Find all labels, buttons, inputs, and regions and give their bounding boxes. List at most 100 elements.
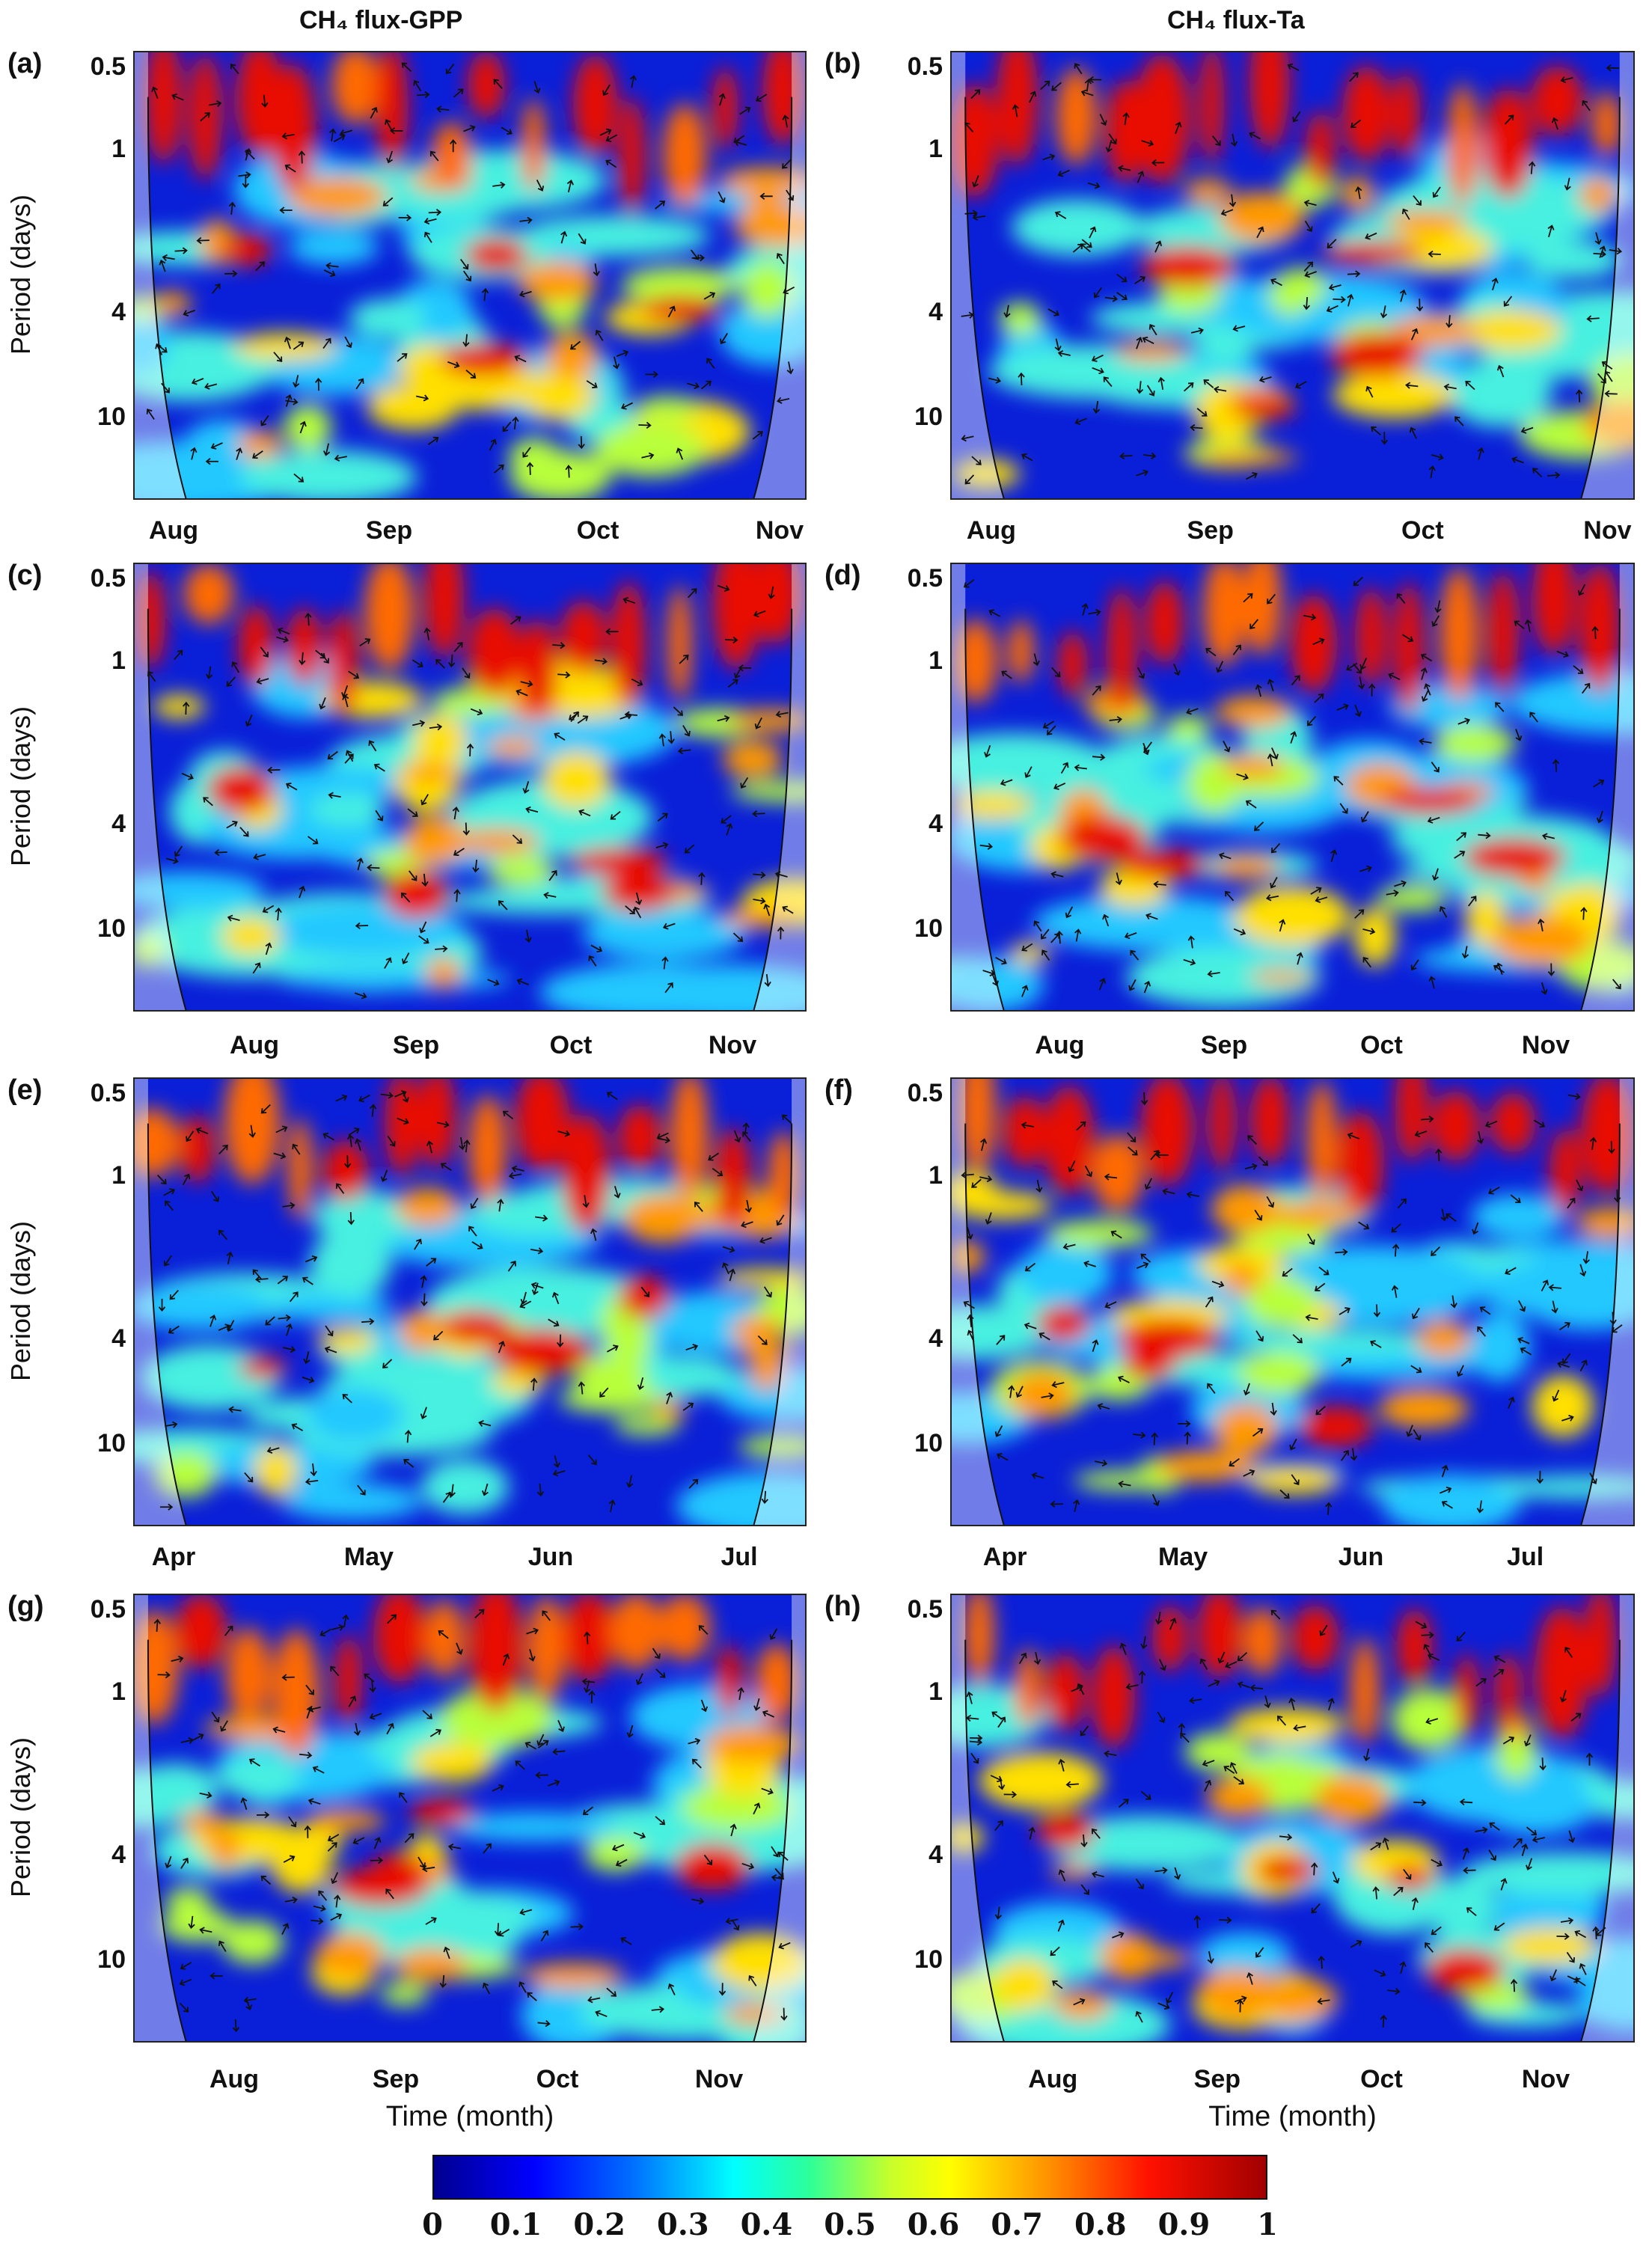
phase-arrow: [279, 206, 293, 214]
phase-arrow: [1353, 576, 1363, 587]
phase-arrow: [1539, 1757, 1547, 1771]
phase-arrow: [1387, 1987, 1401, 1995]
x-tick-label: Sep: [392, 1031, 440, 1059]
phase-arrow: [1454, 416, 1464, 426]
phase-arrow: [1495, 702, 1505, 712]
phase-arrow: [994, 1820, 1003, 1832]
phase-arrow: [1219, 1916, 1232, 1924]
phase-arrow: [1154, 1867, 1168, 1874]
y-tick-label: 0.5: [90, 52, 126, 81]
phase-arrow: [763, 903, 771, 917]
phase-arrow: [156, 343, 168, 353]
phase-arrow: [748, 1974, 757, 1986]
coherence-blob: [1390, 227, 1493, 272]
phase-arrow: [995, 956, 1007, 965]
coherence-blob: [1475, 1260, 1633, 1318]
coherence-blob: [287, 608, 322, 686]
phase-arrow: [1591, 625, 1599, 640]
coherence-blob: [1212, 854, 1280, 879]
phase-arrow: [1076, 1121, 1086, 1131]
phase-arrow: [456, 1642, 463, 1655]
phase-arrow: [536, 1483, 545, 1497]
phase-arrow: [157, 1671, 171, 1679]
phase-arrow: [355, 922, 369, 930]
phase-arrow: [299, 420, 307, 434]
phase-arrow: [1593, 779, 1605, 788]
phase-arrow: [566, 180, 574, 193]
coherence-blob: [1120, 849, 1208, 879]
coherence-blob: [288, 229, 379, 266]
phase-arrow: [293, 375, 300, 388]
phase-arrow: [757, 1335, 768, 1345]
coherence-blob: [1314, 1774, 1391, 1825]
colorbar-tick-label: 1: [1257, 2207, 1278, 2242]
coherence-blob: [1140, 245, 1237, 287]
phase-arrow: [192, 1733, 204, 1741]
phase-arrow: [168, 1325, 180, 1334]
phase-arrow: [474, 1609, 485, 1619]
phase-arrow: [228, 1406, 242, 1413]
phase-arrow: [195, 1127, 209, 1135]
x-tick-label: Jun: [1338, 1543, 1384, 1571]
coherence-blob: [1214, 696, 1292, 728]
phase-arrow: [1270, 1609, 1281, 1620]
phase-arrow: [703, 1854, 713, 1866]
phase-arrow: [1295, 381, 1307, 389]
colorbar-tick-label: 0: [422, 2207, 443, 2242]
coherence-plot-2: [950, 51, 1635, 500]
phase-arrow: [1203, 379, 1214, 388]
phase-arrow: [459, 1136, 466, 1151]
phase-arrow: [302, 1376, 315, 1383]
phase-arrow: [439, 1974, 447, 1989]
coherence-blob: [331, 52, 380, 125]
phase-arrow: [180, 1737, 194, 1745]
phase-arrow: [1394, 880, 1407, 887]
phase-arrow: [1551, 117, 1558, 130]
phase-arrow: [179, 1978, 192, 1986]
coherence-blob: [159, 1908, 233, 1942]
phase-arrow: [753, 1698, 761, 1711]
coherence-blob: [729, 709, 805, 732]
y-tick-label: 10: [97, 914, 126, 943]
phase-arrow: [1515, 729, 1523, 741]
x-tick-label: Jun: [527, 1543, 574, 1571]
phase-arrow: [1279, 1833, 1293, 1841]
phase-arrow: [1526, 1858, 1533, 1871]
phase-arrow: [1042, 720, 1055, 729]
phase-arrow: [1041, 949, 1050, 961]
phase-arrow: [403, 1459, 414, 1468]
phase-arrow: [1104, 1750, 1117, 1757]
coherence-heatmap: [952, 1079, 1633, 1525]
phase-arrow: [165, 1421, 178, 1428]
phase-arrow: [327, 750, 338, 760]
phase-arrow: [967, 1314, 974, 1327]
phase-arrow: [1232, 644, 1242, 655]
phase-arrow: [265, 1316, 275, 1326]
coherence-blob: [331, 1867, 429, 1906]
phase-arrow: [303, 1351, 310, 1365]
phase-arrow: [447, 654, 456, 668]
coherence-blob: [154, 1451, 218, 1498]
phase-arrow: [1247, 1135, 1258, 1145]
phase-arrow: [1031, 1472, 1044, 1479]
coherence-blob: [722, 741, 783, 778]
coherence-blob: [135, 1610, 179, 1725]
phase-arrow: [146, 409, 155, 420]
phase-arrow: [341, 685, 349, 698]
phase-arrow: [1547, 224, 1555, 238]
phase-arrow: [1265, 894, 1279, 902]
phase-arrow: [1021, 943, 1033, 952]
phase-arrow: [419, 921, 427, 934]
phase-arrow: [1579, 1359, 1588, 1371]
x-tick-label: Sep: [1200, 1031, 1248, 1059]
coherence-blob: [712, 66, 738, 150]
phase-arrow: [188, 1915, 195, 1930]
phase-arrow: [304, 1825, 311, 1838]
phase-arrow: [1431, 1858, 1443, 1867]
phase-arrow: [700, 1699, 709, 1713]
cone-of-influence-edge: [964, 97, 1621, 498]
phase-arrow: [1243, 1383, 1250, 1396]
phase-arrow: [1374, 1969, 1386, 1977]
x-tick-label: Sep: [1187, 516, 1234, 545]
phase-arrow: [1099, 114, 1107, 126]
